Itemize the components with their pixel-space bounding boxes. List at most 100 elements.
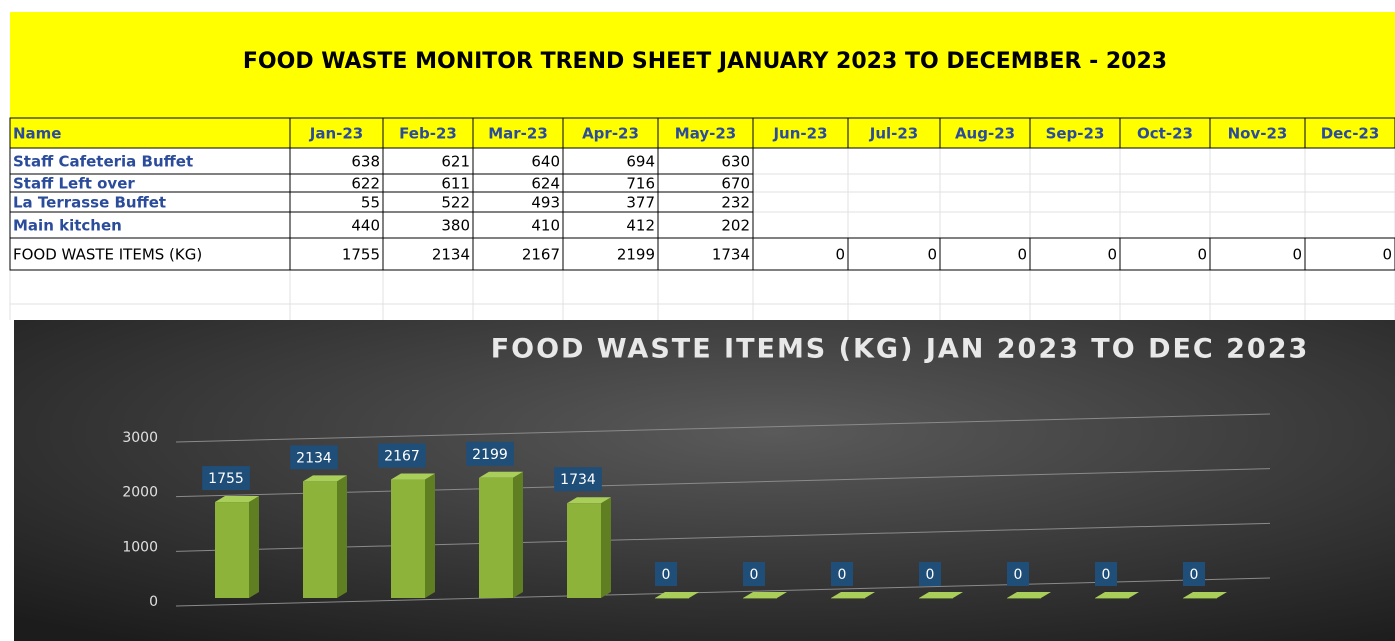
cell-value: 2134 bbox=[432, 246, 470, 264]
cell-value: 522 bbox=[441, 194, 470, 212]
cell bbox=[9, 237, 291, 271]
cell-value: 624 bbox=[531, 175, 560, 193]
bar-top bbox=[391, 473, 435, 480]
cell-value: 202 bbox=[721, 217, 750, 235]
column-header: Sep-23 bbox=[1046, 125, 1105, 143]
bar-top bbox=[215, 496, 259, 503]
grid-line bbox=[175, 522, 1271, 552]
cell-value: 0 bbox=[1107, 246, 1117, 264]
row-label: Main kitchen bbox=[13, 217, 122, 235]
data-label-box bbox=[202, 466, 250, 491]
cell-value: 1734 bbox=[712, 246, 750, 264]
column-header: Oct-23 bbox=[1137, 125, 1193, 143]
column-header: Jun-23 bbox=[772, 125, 827, 143]
bar-top bbox=[1095, 592, 1139, 598]
column-header: Nov-23 bbox=[1228, 125, 1288, 143]
bar bbox=[655, 598, 689, 599]
bar-side bbox=[337, 475, 347, 598]
header-cell bbox=[1304, 117, 1395, 149]
cell bbox=[939, 237, 1031, 271]
cell-value: 2167 bbox=[522, 246, 560, 264]
grid-line bbox=[175, 413, 1271, 443]
cell bbox=[382, 211, 474, 239]
bar-side bbox=[513, 471, 523, 598]
data-label: 2199 bbox=[472, 447, 508, 463]
chart-title: FOOD WASTE ITEMS (KG) JAN 2023 TO DEC 20… bbox=[491, 334, 1310, 365]
data-label-box bbox=[1183, 562, 1205, 586]
header-cell bbox=[847, 117, 941, 149]
data-label: 0 bbox=[662, 567, 671, 583]
bar-top bbox=[831, 592, 875, 598]
data-label-box bbox=[919, 562, 941, 586]
cell-value: 621 bbox=[441, 153, 470, 171]
bar bbox=[391, 479, 425, 598]
cell-value: 412 bbox=[626, 217, 655, 235]
cell-value: 670 bbox=[721, 175, 750, 193]
column-header: Jul-23 bbox=[869, 125, 919, 143]
cell-value: 440 bbox=[351, 217, 380, 235]
cell bbox=[289, 237, 384, 271]
data-label: 1755 bbox=[208, 471, 244, 487]
cell bbox=[382, 147, 474, 175]
cell-value: 232 bbox=[721, 194, 750, 212]
data-label: 0 bbox=[1102, 567, 1111, 583]
cell bbox=[1304, 237, 1395, 271]
data-label: 1734 bbox=[560, 472, 596, 488]
cell-value: 694 bbox=[626, 153, 655, 171]
cell bbox=[289, 147, 384, 175]
data-label: 0 bbox=[750, 567, 759, 583]
bar-top bbox=[303, 475, 347, 482]
data-label: 0 bbox=[838, 567, 847, 583]
column-header: Aug-23 bbox=[955, 125, 1015, 143]
bar bbox=[1183, 598, 1217, 599]
data-label-box bbox=[655, 562, 677, 586]
grid-line bbox=[175, 468, 1271, 498]
cell bbox=[847, 237, 941, 271]
cell-value: 2199 bbox=[617, 246, 655, 264]
column-header: Name bbox=[13, 125, 61, 143]
cell-value: 0 bbox=[835, 246, 845, 264]
cell-value: 630 bbox=[721, 153, 750, 171]
cell bbox=[657, 237, 754, 271]
header-cell bbox=[472, 117, 564, 149]
cell-value: 380 bbox=[441, 217, 470, 235]
bar bbox=[743, 598, 777, 599]
cell bbox=[562, 237, 659, 271]
column-header: Mar-23 bbox=[488, 125, 548, 143]
data-label-box bbox=[1007, 562, 1029, 586]
row-label: Staff Cafeteria Buffet bbox=[13, 153, 193, 171]
sheet-title: FOOD WASTE MONITOR TREND SHEET JANUARY 2… bbox=[243, 49, 1167, 74]
cell-value: 377 bbox=[626, 194, 655, 212]
cell-value: 622 bbox=[351, 175, 380, 193]
cell bbox=[562, 211, 659, 239]
y-tick-label: 1000 bbox=[122, 539, 158, 555]
data-label: 2167 bbox=[384, 449, 420, 465]
row-label: La Terrasse Buffet bbox=[13, 194, 166, 212]
header-cell bbox=[1209, 117, 1306, 149]
data-label: 2134 bbox=[296, 450, 332, 466]
cell bbox=[1119, 237, 1211, 271]
header-cell bbox=[562, 117, 659, 149]
cell-value: 0 bbox=[1197, 246, 1207, 264]
total-label: FOOD WASTE ITEMS (KG) bbox=[13, 246, 202, 264]
cell-value: 611 bbox=[441, 175, 470, 193]
column-header: May-23 bbox=[675, 125, 736, 143]
bar bbox=[831, 598, 865, 599]
y-tick-label: 2000 bbox=[122, 485, 158, 501]
data-label-box bbox=[743, 562, 765, 586]
column-header: Dec-23 bbox=[1321, 125, 1380, 143]
cell-value: 0 bbox=[1382, 246, 1392, 264]
cell-value: 1755 bbox=[342, 246, 380, 264]
column-header: Apr-23 bbox=[582, 125, 639, 143]
bar-top bbox=[655, 592, 699, 598]
header-cell bbox=[1029, 117, 1121, 149]
data-label-box bbox=[290, 445, 338, 470]
cell-value: 493 bbox=[531, 194, 560, 212]
bar bbox=[567, 503, 601, 598]
bar-top bbox=[1183, 592, 1227, 598]
header-cell bbox=[382, 117, 474, 149]
column-header: Jan-23 bbox=[309, 125, 363, 143]
cell bbox=[1209, 237, 1306, 271]
cell bbox=[472, 147, 564, 175]
row-label: Staff Left over bbox=[13, 175, 135, 193]
